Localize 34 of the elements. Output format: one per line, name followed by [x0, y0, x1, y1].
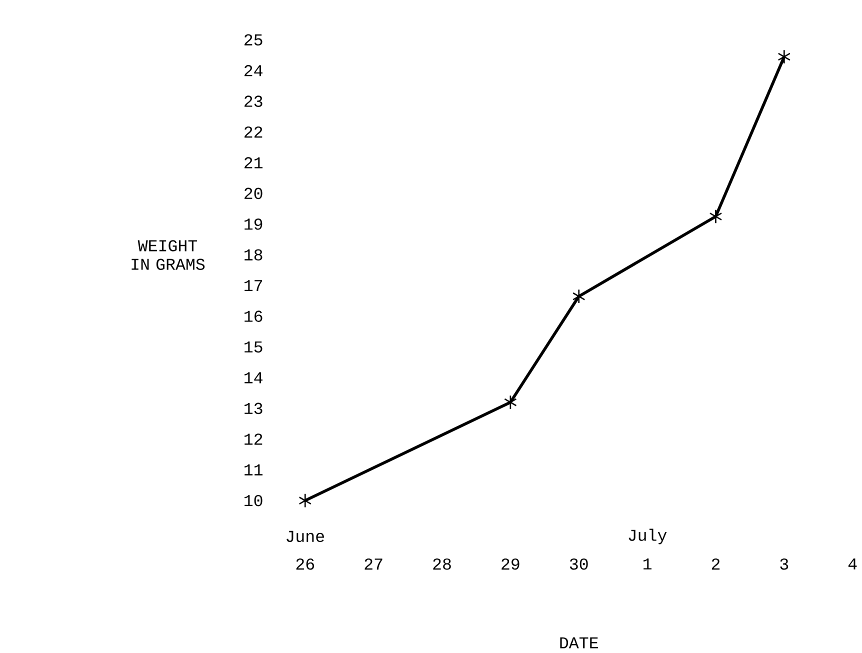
y-tick-label: 17: [244, 280, 262, 291]
y-tick-label: 10: [244, 494, 262, 506]
text: June: [286, 530, 324, 542]
x-tick-label: 28: [433, 558, 451, 570]
point: [572, 288, 586, 304]
y-tick-label: 21: [244, 157, 263, 168]
y-tick-label: 14: [244, 372, 262, 384]
point: [778, 49, 791, 64]
y-tick-label: 11: [244, 464, 263, 476]
y-axis-title: WEIGHT IN GRAMS: [132, 240, 205, 270]
x-tick-label: 29: [502, 558, 520, 570]
y-tick-label: 16: [244, 310, 262, 322]
x-tick-label: 1: [644, 558, 652, 570]
x-tick-label: 26: [296, 558, 314, 570]
x-tick-label: 3: [780, 558, 788, 570]
y-tick-label: 13: [244, 402, 262, 414]
y-tick-label: 19: [244, 218, 262, 230]
y-tick-label: 15: [244, 341, 262, 353]
x-tick-label: 2: [712, 558, 720, 570]
point: [298, 493, 312, 508]
y-tick-label: 12: [244, 434, 262, 445]
point: [504, 394, 517, 410]
y-tick-label: 22: [244, 126, 262, 138]
y-tick-label: 18: [244, 249, 262, 260]
y-tick-label: 25: [244, 34, 262, 46]
x-tick-label: 30: [570, 558, 588, 570]
x-tick-label: 27: [364, 558, 382, 570]
point: [709, 209, 722, 224]
y-tick-label: 24: [244, 64, 262, 76]
x-tick-label: 4: [848, 558, 857, 570]
y-tick-label: 23: [244, 96, 262, 107]
text: July: [628, 528, 667, 544]
y-tick-label: 20: [244, 188, 262, 200]
x-axis-title: DATE: [560, 637, 598, 648]
